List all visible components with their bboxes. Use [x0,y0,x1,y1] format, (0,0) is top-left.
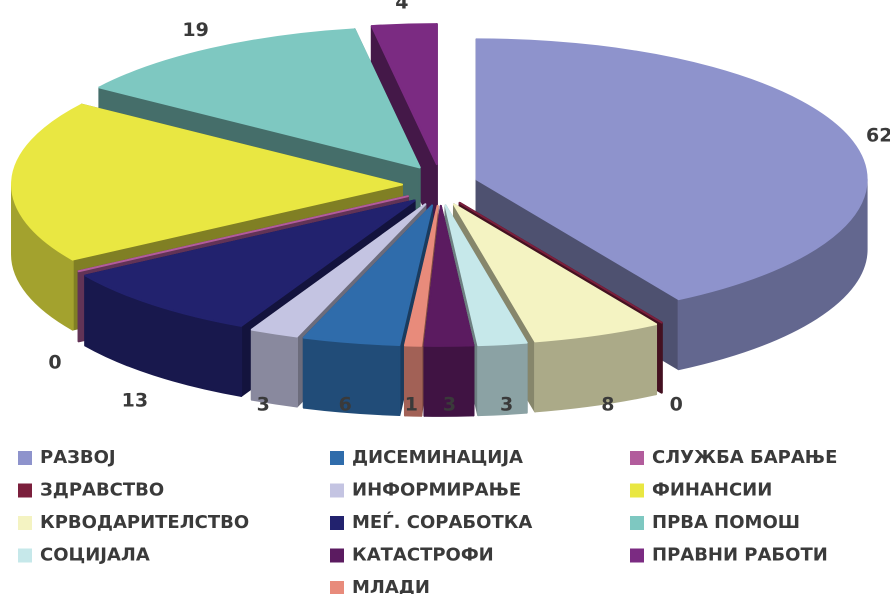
slice-top [98,28,421,169]
legend-label: МЕЃ. СОРАБОТКА [352,511,532,533]
slice-top [423,204,475,347]
slice-top [403,204,439,347]
legend-swatch [630,483,644,498]
value-label: 19 [182,19,208,41]
value-label: 0 [670,394,683,416]
legend-label: КАТАСТРОФИ [352,545,494,566]
value-label: 8 [601,394,614,416]
legend-label: ПРАВНИ РАБОТИ [652,545,828,566]
legend-swatch [18,451,32,465]
value-label: 62 [866,124,890,146]
legend-label: СОЦИЈАЛА [40,545,150,566]
legend-label: КРВОДАРИТЕЛСТВО [40,512,249,533]
legend-swatch [18,483,32,498]
value-label: 6 [339,394,352,416]
value-label: 4 [395,0,408,13]
legend-swatch [630,516,644,530]
slice-top [452,203,658,343]
slice-top [302,204,434,346]
legend-label: ИНФОРМИРАЊЕ [352,480,521,501]
slice-top [77,195,409,273]
value-label: 13 [122,389,148,411]
legend-label: ДИСЕМИНАЦИЈА [352,447,523,468]
legend-swatch [330,451,344,465]
legend-swatch [330,548,344,563]
legend-swatch [630,548,644,563]
legend-swatch [630,451,644,465]
value-label: 3 [443,394,456,416]
legend-label: ФИНАНСИИ [652,480,772,501]
legend-swatch [18,516,32,530]
value-label: 0 [48,352,61,374]
legend-swatch [330,581,344,594]
value-label: 3 [500,394,513,416]
value-label: 1 [405,394,418,416]
slice-top [84,199,416,327]
legend-swatch [330,516,344,530]
legend-label: МЛАДИ [352,577,430,594]
slice-top [458,201,663,324]
legend-label: РАЗВОЈ [40,447,116,468]
legend-label: СЛУЖБА БАРАЊЕ [652,447,837,468]
slice-top [370,23,438,166]
slice-top [475,38,868,301]
value-label: 3 [257,394,270,416]
legend-label: ПРВА ПОМОШ [652,512,800,533]
slice [302,204,434,416]
slice [423,204,475,417]
legend-swatch [18,548,32,563]
slice-top [11,103,404,261]
slice-top [444,204,528,347]
legend-label: ЗДРАВСТВО [40,480,164,501]
slice-top [250,203,427,338]
legend-swatch [330,483,344,498]
